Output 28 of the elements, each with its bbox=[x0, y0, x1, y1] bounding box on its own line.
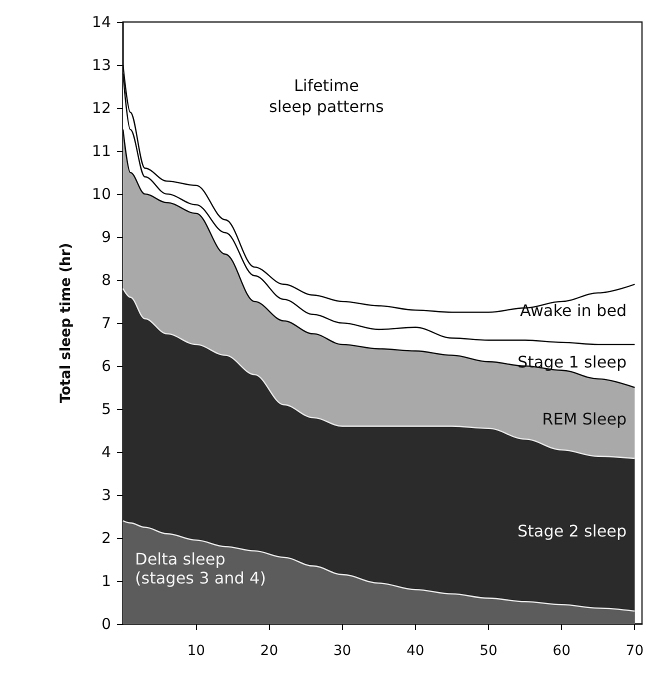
x-tick-label: 50 bbox=[480, 643, 498, 659]
y-tick-label: 2 bbox=[101, 529, 111, 547]
y-tick-label: 7 bbox=[101, 314, 111, 332]
series-label: Delta sleep (stages 3 and 4) bbox=[135, 549, 266, 588]
y-tick-label: 5 bbox=[101, 400, 111, 418]
series-label: REM Sleep bbox=[542, 409, 627, 428]
series-label: Awake in bed bbox=[520, 300, 627, 320]
y-tick-label: 8 bbox=[101, 271, 111, 289]
y-tick-label: 13 bbox=[92, 56, 111, 74]
x-tick-label: 10 bbox=[187, 643, 206, 659]
y-tick-label: 3 bbox=[101, 486, 111, 504]
text: Lifetime sleep patterns bbox=[269, 76, 384, 116]
y-tick-label: 9 bbox=[101, 228, 111, 246]
y-tick-label: 1 bbox=[101, 572, 111, 590]
series-label: Stage 2 sleep bbox=[517, 521, 627, 540]
y-tick-label: 12 bbox=[92, 99, 111, 117]
x-tick-label: 40 bbox=[406, 643, 424, 659]
y-tick-label: 4 bbox=[101, 443, 111, 461]
x-tick-label: 30 bbox=[333, 643, 352, 659]
y-axis-title: Total sleep time (hr) bbox=[58, 242, 74, 404]
y-tick-label: 10 bbox=[92, 185, 111, 203]
y-tick-label: 11 bbox=[92, 142, 111, 160]
y-tick-label: 14 bbox=[92, 13, 111, 31]
x-tick-label: 60 bbox=[552, 643, 571, 659]
x-tick-label: 70 bbox=[626, 643, 644, 659]
x-tick-label: 20 bbox=[260, 643, 278, 659]
y-tick-label: 0 bbox=[101, 615, 111, 633]
y-tick-label: 6 bbox=[101, 357, 111, 375]
